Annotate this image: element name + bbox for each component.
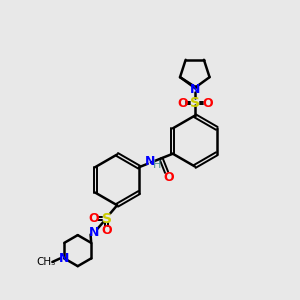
Text: CH₃: CH₃ [36,257,56,267]
Text: O: O [101,224,112,236]
Text: N: N [145,154,156,168]
Text: O: O [202,97,213,110]
Text: O: O [163,171,174,184]
Text: O: O [177,97,188,110]
Text: H: H [153,160,162,170]
Text: N: N [58,252,69,265]
Text: S: S [190,96,200,110]
Text: O: O [89,212,100,225]
Text: N: N [89,226,99,238]
Text: S: S [102,212,112,226]
Text: N: N [190,83,200,96]
